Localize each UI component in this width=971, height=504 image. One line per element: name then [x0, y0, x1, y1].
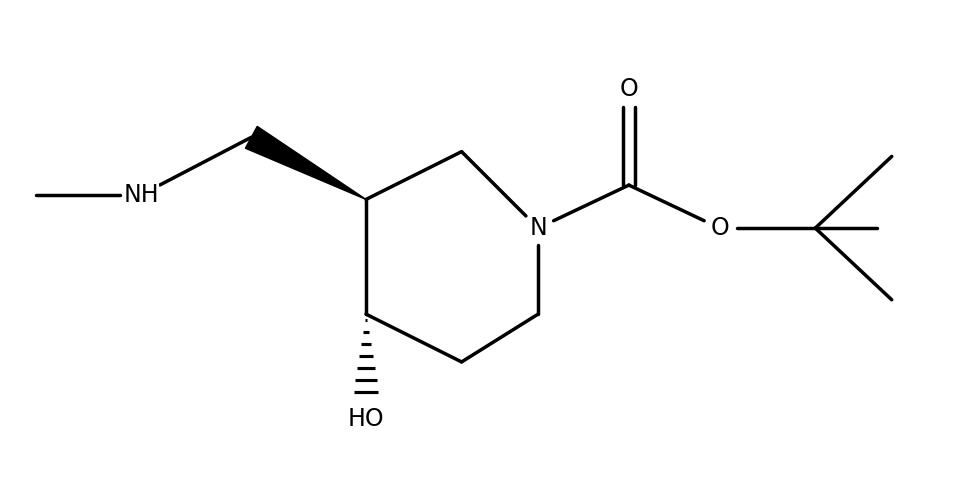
- Text: O: O: [711, 216, 729, 240]
- Text: O: O: [619, 78, 638, 101]
- Text: NH: NH: [123, 182, 159, 207]
- Polygon shape: [246, 127, 366, 200]
- Text: N: N: [529, 216, 547, 240]
- Text: HO: HO: [348, 407, 385, 431]
